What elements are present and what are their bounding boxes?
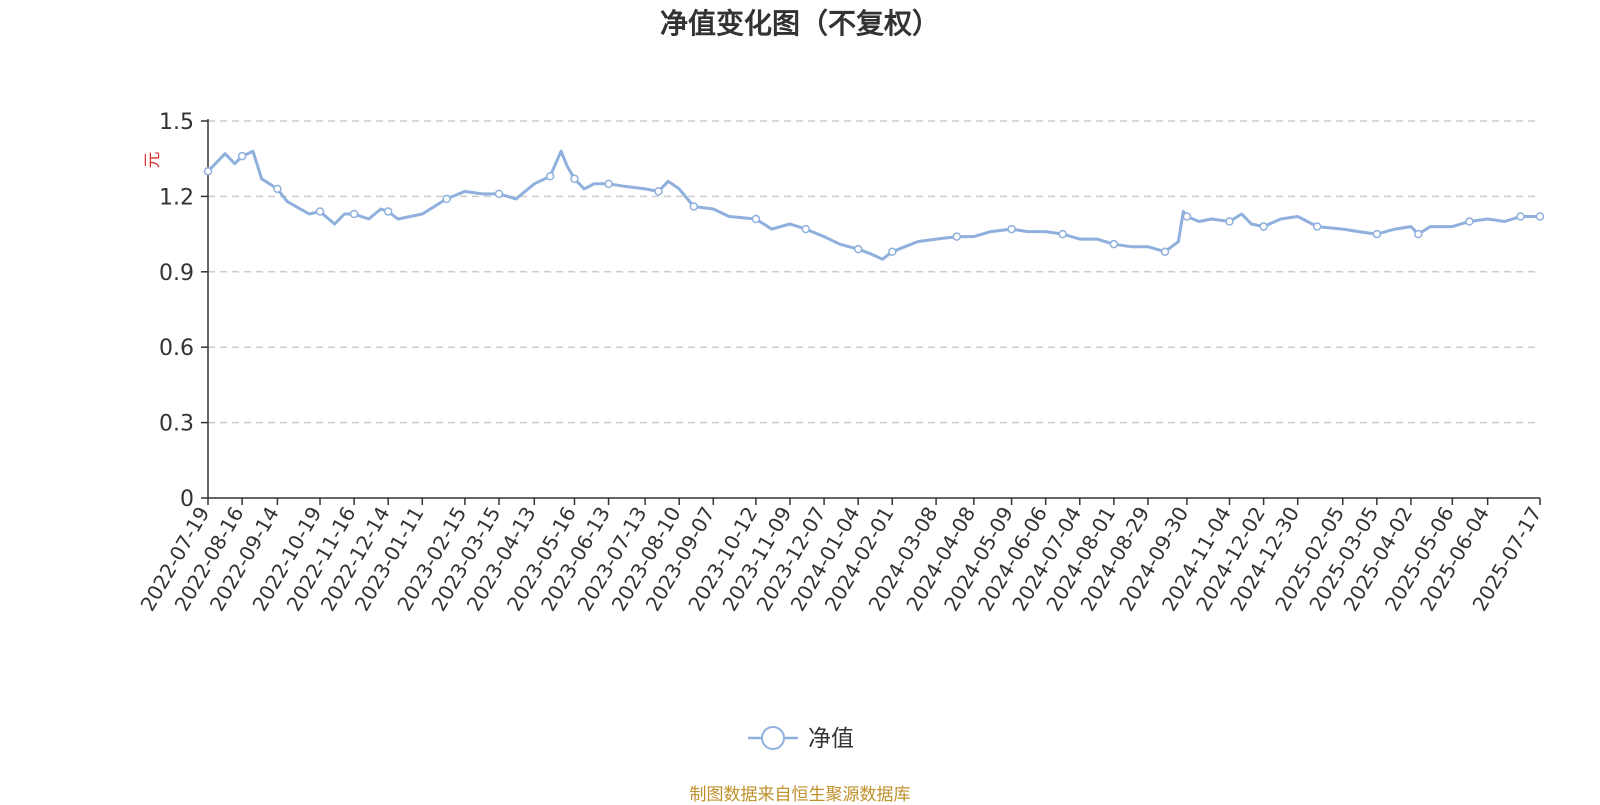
legend-label: 净值	[808, 726, 854, 752]
data-point	[1372, 229, 1382, 239]
data-point	[237, 151, 247, 161]
data-point	[888, 247, 897, 256]
y-tick-labels: 0 0.3 0.6 0.9 1.2 1.5	[159, 110, 194, 512]
data-point	[1225, 217, 1234, 226]
y-tick-label: 0.3	[159, 412, 194, 437]
y-tick-label: 0.6	[159, 336, 194, 361]
legend-marker	[761, 726, 785, 750]
data-point	[654, 187, 663, 196]
data-point	[570, 174, 579, 184]
data-point	[801, 224, 811, 234]
y-axis-label: 元	[143, 152, 163, 169]
data-point	[1516, 212, 1525, 221]
data-point	[383, 207, 393, 216]
data-point	[853, 244, 863, 254]
data-point	[1182, 212, 1192, 221]
data-point	[545, 172, 555, 181]
data-point	[689, 202, 699, 211]
grid-lines	[208, 120, 1540, 424]
legend: 净值	[748, 726, 854, 752]
data-point	[203, 167, 213, 176]
y-tick-label: 1.5	[159, 110, 194, 135]
data-point	[604, 179, 613, 189]
data-point	[273, 184, 282, 194]
data-point	[1465, 217, 1474, 226]
axes	[201, 119, 1541, 505]
series-layer	[203, 149, 1545, 261]
source-note: 制图数据来自恒生聚源数据库	[689, 785, 911, 805]
data-point	[1259, 222, 1268, 231]
series-line	[206, 149, 1540, 261]
y-tick-label: 1.2	[159, 185, 194, 210]
data-point	[349, 209, 359, 219]
data-point	[442, 194, 451, 204]
data-point	[1007, 224, 1016, 234]
data-point	[1312, 222, 1322, 231]
data-point	[1109, 239, 1119, 249]
data-point	[952, 232, 962, 241]
data-point	[1413, 229, 1423, 239]
data-point	[315, 207, 325, 216]
data-point	[1160, 247, 1170, 256]
data-point	[751, 214, 761, 224]
x-tick-labels: 2022-07-192022-08-162022-09-142022-10-19…	[135, 502, 1546, 615]
y-tick-label: 0.9	[159, 261, 194, 286]
data-point	[1535, 212, 1545, 221]
y-tick-label: 0	[180, 487, 194, 512]
chart-title: 净值变化图（不复权）	[659, 7, 940, 40]
data-point	[494, 189, 504, 199]
data-point	[1058, 229, 1067, 239]
